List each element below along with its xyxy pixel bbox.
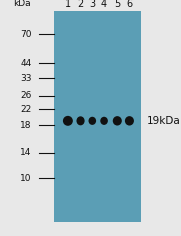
Text: 22: 22 (20, 105, 32, 114)
Text: 44: 44 (20, 59, 32, 68)
Text: 1: 1 (65, 0, 71, 9)
Ellipse shape (89, 117, 96, 125)
Text: 26: 26 (20, 91, 32, 100)
Text: 4: 4 (101, 0, 107, 9)
Ellipse shape (63, 116, 73, 126)
Text: 18: 18 (20, 121, 32, 130)
Text: 14: 14 (20, 148, 32, 157)
Text: 70: 70 (20, 30, 32, 39)
Text: 33: 33 (20, 74, 32, 83)
Text: 10: 10 (20, 174, 32, 183)
Ellipse shape (76, 116, 85, 125)
Text: 6: 6 (126, 0, 132, 9)
Text: kDa: kDa (13, 0, 30, 8)
Text: 3: 3 (89, 0, 95, 9)
Text: 2: 2 (77, 0, 84, 9)
Bar (54, 11, 141, 222)
Text: 5: 5 (114, 0, 120, 9)
Ellipse shape (125, 116, 134, 126)
Ellipse shape (100, 117, 108, 125)
Ellipse shape (113, 116, 122, 126)
Text: 19kDa: 19kDa (147, 116, 180, 126)
